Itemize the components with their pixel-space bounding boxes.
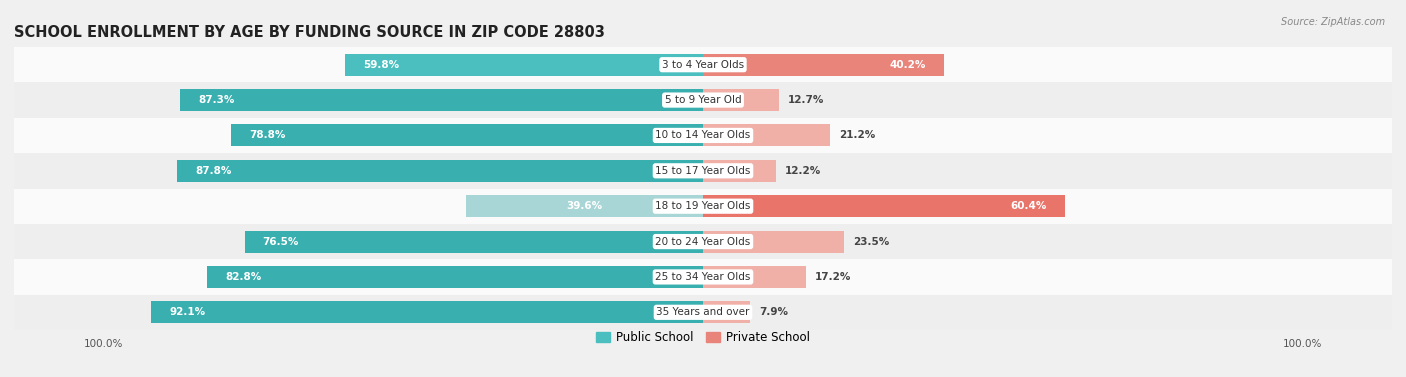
FancyBboxPatch shape xyxy=(14,224,1392,259)
FancyBboxPatch shape xyxy=(14,188,1392,224)
Text: 7.9%: 7.9% xyxy=(759,307,789,317)
Text: 12.7%: 12.7% xyxy=(789,95,824,105)
Bar xyxy=(703,231,844,253)
FancyBboxPatch shape xyxy=(14,153,1392,188)
Bar xyxy=(703,89,779,111)
Text: 15 to 17 Year Olds: 15 to 17 Year Olds xyxy=(655,166,751,176)
Bar xyxy=(245,231,703,253)
Bar xyxy=(703,160,776,182)
Text: 60.4%: 60.4% xyxy=(1011,201,1047,211)
Bar xyxy=(703,54,943,76)
Text: 10 to 14 Year Olds: 10 to 14 Year Olds xyxy=(655,130,751,141)
Bar xyxy=(207,266,703,288)
Text: 40.2%: 40.2% xyxy=(890,60,927,70)
Text: 35 Years and over: 35 Years and over xyxy=(657,307,749,317)
Legend: Public School, Private School: Public School, Private School xyxy=(592,326,814,349)
Text: 12.2%: 12.2% xyxy=(785,166,821,176)
Text: 18 to 19 Year Olds: 18 to 19 Year Olds xyxy=(655,201,751,211)
Text: 17.2%: 17.2% xyxy=(815,272,852,282)
Bar xyxy=(231,124,703,146)
Text: 59.8%: 59.8% xyxy=(363,60,399,70)
Bar xyxy=(703,266,806,288)
Text: 92.1%: 92.1% xyxy=(169,307,205,317)
FancyBboxPatch shape xyxy=(14,47,1392,83)
Text: 82.8%: 82.8% xyxy=(225,272,262,282)
Bar xyxy=(703,301,751,323)
Text: 20 to 24 Year Olds: 20 to 24 Year Olds xyxy=(655,236,751,247)
Text: 5 to 9 Year Old: 5 to 9 Year Old xyxy=(665,95,741,105)
Text: 87.3%: 87.3% xyxy=(198,95,235,105)
FancyBboxPatch shape xyxy=(14,83,1392,118)
Bar xyxy=(703,124,830,146)
Text: SCHOOL ENROLLMENT BY AGE BY FUNDING SOURCE IN ZIP CODE 28803: SCHOOL ENROLLMENT BY AGE BY FUNDING SOUR… xyxy=(14,25,605,40)
Bar xyxy=(344,54,703,76)
Text: 78.8%: 78.8% xyxy=(249,130,285,141)
Bar xyxy=(177,160,703,182)
Bar xyxy=(703,195,1064,217)
Text: Source: ZipAtlas.com: Source: ZipAtlas.com xyxy=(1281,17,1385,27)
Text: 87.8%: 87.8% xyxy=(195,166,232,176)
FancyBboxPatch shape xyxy=(14,259,1392,294)
FancyBboxPatch shape xyxy=(14,118,1392,153)
Text: 21.2%: 21.2% xyxy=(839,130,876,141)
Text: 23.5%: 23.5% xyxy=(853,236,889,247)
Text: 39.6%: 39.6% xyxy=(567,201,602,211)
Bar xyxy=(465,195,703,217)
Bar xyxy=(180,89,703,111)
Text: 76.5%: 76.5% xyxy=(263,236,299,247)
FancyBboxPatch shape xyxy=(14,294,1392,330)
Text: 3 to 4 Year Olds: 3 to 4 Year Olds xyxy=(662,60,744,70)
Bar xyxy=(152,301,703,323)
Text: 25 to 34 Year Olds: 25 to 34 Year Olds xyxy=(655,272,751,282)
